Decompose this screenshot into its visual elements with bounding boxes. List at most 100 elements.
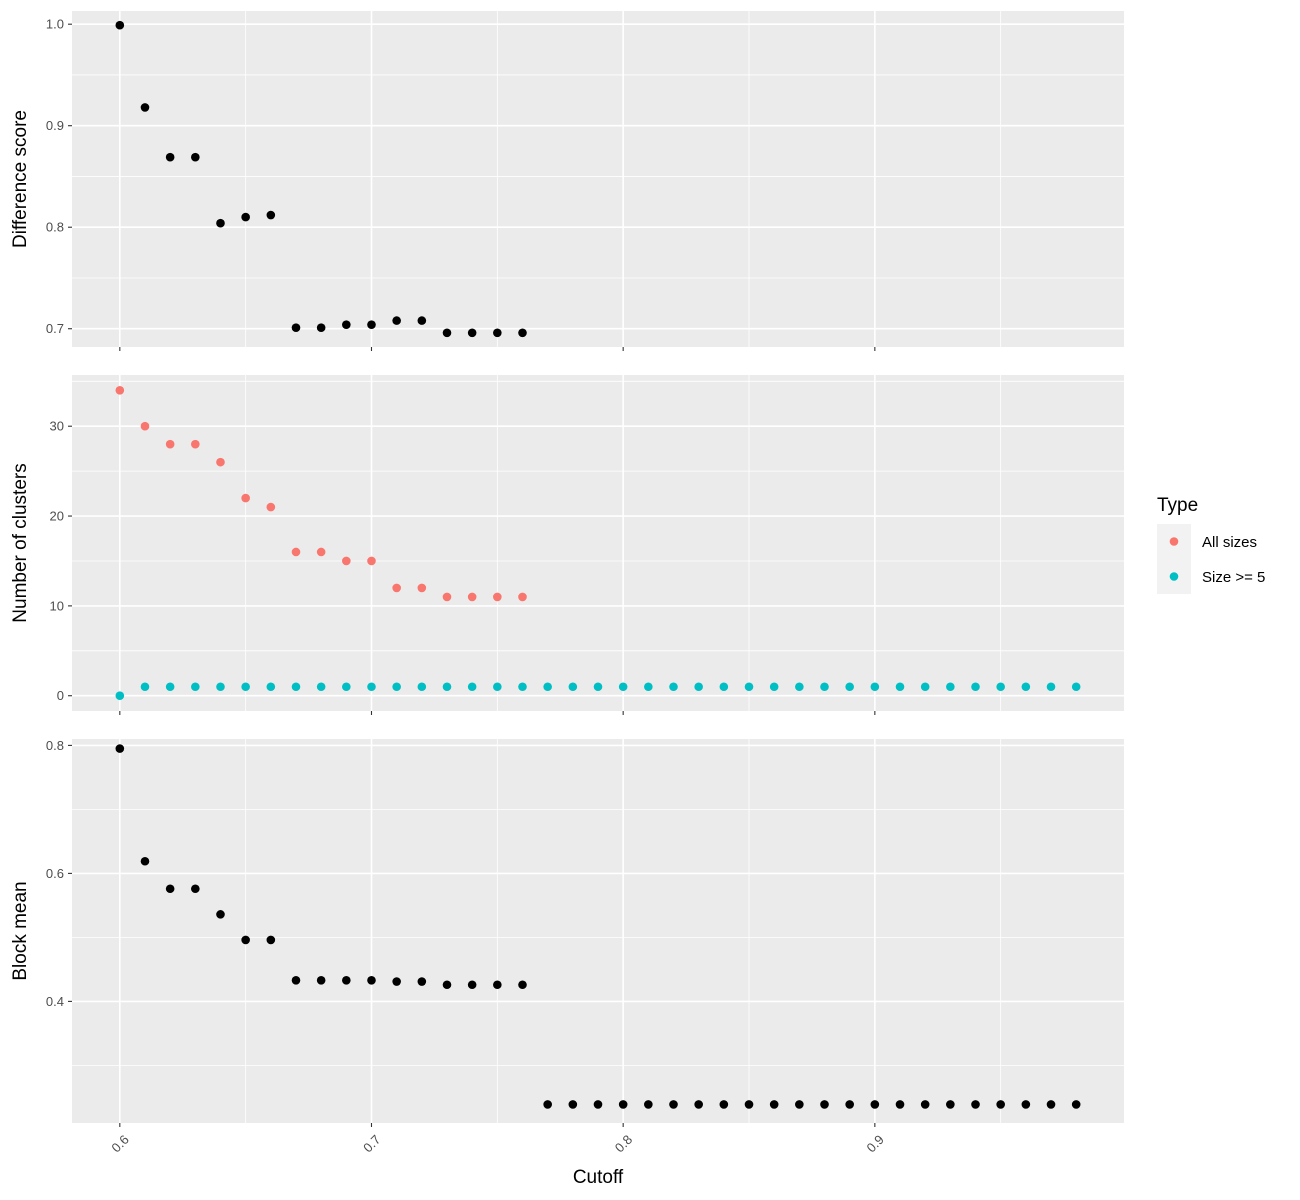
data-point xyxy=(291,547,301,557)
data-point xyxy=(291,682,301,692)
data-point xyxy=(316,975,326,985)
data-point xyxy=(593,682,603,692)
data-point xyxy=(241,212,250,222)
data-point xyxy=(342,556,351,566)
x-tick-label: 0.9 xyxy=(863,1132,886,1155)
data-point xyxy=(518,328,527,338)
data-point xyxy=(568,682,578,692)
data-point xyxy=(820,1100,829,1109)
data-point xyxy=(367,556,376,566)
data-point xyxy=(165,682,175,692)
x-tick-label: 0.6 xyxy=(108,1132,131,1155)
data-point xyxy=(191,439,200,449)
panel-3: 0.4 0.6 0.8 Block mean xyxy=(10,738,1124,1127)
data-point xyxy=(744,682,754,692)
data-point xyxy=(543,682,552,692)
y-tick-label: 0 xyxy=(57,688,64,703)
series-1 xyxy=(115,385,527,602)
data-point xyxy=(493,682,502,692)
data-point xyxy=(216,910,225,919)
data-point xyxy=(367,975,376,985)
x-tick-label: 0.7 xyxy=(360,1132,383,1155)
data-point xyxy=(593,1100,603,1109)
data-point xyxy=(543,1100,552,1109)
panel-background xyxy=(72,375,1124,711)
data-point xyxy=(719,682,729,692)
data-point xyxy=(442,980,452,990)
data-point xyxy=(266,935,276,945)
data-point xyxy=(618,682,628,692)
data-point xyxy=(165,439,175,449)
x-axis: 0.6 0.7 0.8 0.9 xyxy=(108,1132,886,1155)
data-point xyxy=(442,592,452,602)
data-point xyxy=(467,592,477,602)
y-tick-label: 0.4 xyxy=(46,994,64,1009)
legend-swatch xyxy=(1169,537,1179,546)
y-tick-label: 1.0 xyxy=(46,17,64,32)
data-point xyxy=(644,1100,653,1109)
data-point xyxy=(769,1100,779,1109)
data-point xyxy=(291,975,301,985)
series-2 xyxy=(115,682,1081,701)
data-point xyxy=(618,1100,628,1109)
data-point xyxy=(140,103,150,112)
series-1 xyxy=(115,744,1081,1109)
data-point xyxy=(316,682,326,692)
data-point xyxy=(467,980,477,990)
panel-1: 0.7 0.8 0.9 1.0 Difference score xyxy=(10,11,1124,351)
data-point xyxy=(920,1100,930,1109)
data-point xyxy=(140,856,150,866)
data-point xyxy=(895,682,905,692)
data-point xyxy=(241,493,250,503)
y-axis-title: Number of clusters xyxy=(10,463,31,622)
data-point xyxy=(392,682,401,692)
panel-background xyxy=(72,11,1124,347)
legend-title: Type xyxy=(1157,495,1198,516)
data-point xyxy=(115,691,125,701)
data-point xyxy=(342,320,351,329)
panels-layer: 0.7 0.8 0.9 1.0 Difference score 0 10 20 30 Numbe… xyxy=(10,11,1124,1127)
data-point xyxy=(241,682,250,692)
data-point xyxy=(493,328,502,338)
data-point xyxy=(442,682,452,692)
x-axis-title: Cutoff xyxy=(573,1167,624,1188)
legend-entry: Size >= 5 xyxy=(1157,559,1265,594)
data-point xyxy=(266,502,276,512)
data-point xyxy=(367,320,376,329)
data-point xyxy=(518,980,527,990)
data-point xyxy=(316,547,326,557)
data-point xyxy=(795,682,804,692)
panel-background xyxy=(72,739,1124,1123)
data-point xyxy=(342,975,351,985)
data-point xyxy=(417,316,427,325)
data-point xyxy=(920,682,930,692)
data-point xyxy=(493,592,502,602)
data-point xyxy=(191,682,200,692)
y-tick-label: 20 xyxy=(50,509,64,524)
data-point xyxy=(467,682,477,692)
data-point xyxy=(165,152,175,162)
data-point xyxy=(1071,1100,1081,1109)
data-point xyxy=(140,682,150,692)
data-point xyxy=(493,980,502,990)
y-axis-title: Difference score xyxy=(10,110,31,248)
legend-label: All sizes xyxy=(1202,534,1257,551)
data-point xyxy=(467,328,477,338)
y-tick-label: 0.8 xyxy=(46,738,64,753)
data-point xyxy=(417,583,427,593)
data-point xyxy=(191,152,200,162)
data-point xyxy=(744,1100,754,1109)
data-point xyxy=(392,583,401,593)
data-point xyxy=(996,682,1005,692)
data-point xyxy=(518,682,527,692)
data-point xyxy=(417,682,427,692)
data-point xyxy=(316,323,326,333)
data-point xyxy=(1021,682,1031,692)
data-point xyxy=(719,1100,729,1109)
y-axis-title: Block mean xyxy=(10,881,31,980)
legend-entries: All sizes Size >= 5 xyxy=(1157,524,1265,594)
data-point xyxy=(216,682,225,692)
data-point xyxy=(669,1100,678,1109)
data-point xyxy=(216,218,225,228)
